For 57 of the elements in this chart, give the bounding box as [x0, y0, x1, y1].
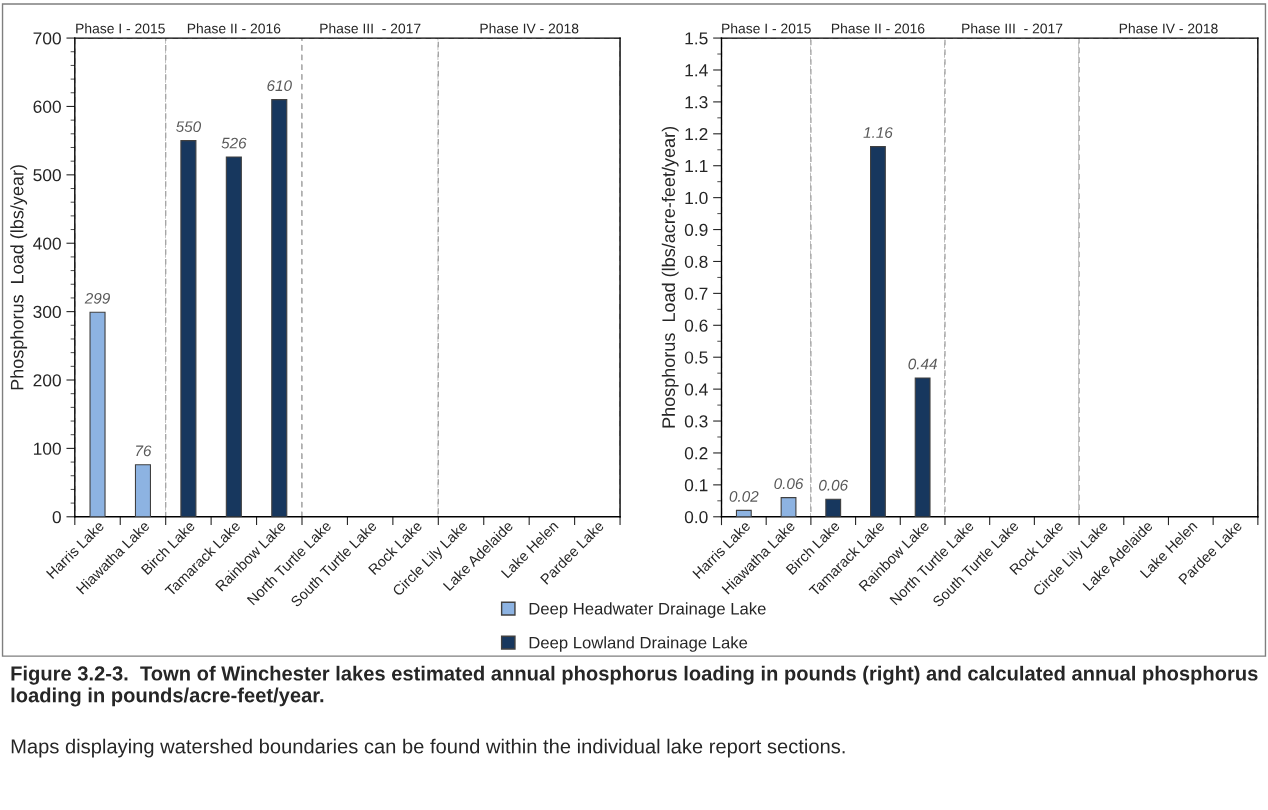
- y-tick-label: 0.4: [684, 383, 708, 396]
- data-label: 550: [176, 121, 202, 133]
- data-label: 0.06: [774, 478, 804, 490]
- data-label: 299: [84, 292, 110, 304]
- band-label: Phase III - 2017: [320, 23, 421, 34]
- y-tick-label: 1.1: [685, 160, 708, 173]
- bar: [271, 99, 288, 517]
- bar: [225, 156, 242, 517]
- bar: [780, 497, 797, 517]
- bar: [914, 377, 931, 517]
- y-tick-label: 1.2: [685, 127, 708, 141]
- y-tick-label: 200: [33, 374, 61, 387]
- y-tick-label: 700: [33, 32, 61, 45]
- band-label: Phase II - 2016: [831, 23, 925, 34]
- y-tick-label: 300: [33, 305, 61, 319]
- y-axis-title: Phosphorus Load (lbs/year): [10, 165, 28, 390]
- bar: [870, 146, 886, 517]
- y-tick-label: 1.4: [685, 64, 708, 77]
- y-tick-label: 600: [33, 100, 61, 113]
- y-axis-title: Phosphorus Load (lbs/acre-feet/year): [661, 126, 679, 428]
- band-label: Phase I - 2015: [76, 23, 165, 34]
- bar: [180, 140, 197, 517]
- legend-label: Deep Headwater Drainage Lake: [529, 602, 766, 618]
- y-tick-label: 0.2: [684, 447, 708, 460]
- y-tick-label: 100: [33, 442, 61, 455]
- text: Maps displaying watershed boundaries can be found within the individual lake report sections.: [11, 738, 845, 758]
- band-label: Phase II - 2016: [187, 23, 281, 34]
- data-label: 0.02: [729, 491, 759, 502]
- y-tick-label: 0: [52, 510, 61, 524]
- bar: [89, 311, 106, 517]
- y-tick-label: 0.9: [684, 223, 708, 237]
- y-tick-label: 400: [33, 237, 61, 250]
- y-tick-label: 500: [33, 169, 61, 182]
- caption: Figure 3.2-3. Town of Winchester lakes estimated annual phosphorus loading in pounds (right) and calculated annual phosphorus loading in pounds/acre-feet/year.: [11, 665, 1258, 707]
- band-label: Phase I - 2015: [722, 23, 811, 34]
- bar: [134, 464, 152, 517]
- band-label: Phase III - 2017: [962, 23, 1063, 34]
- band-label: Phase IV - 2018: [480, 23, 579, 34]
- band-label: Phase IV - 2018: [1119, 23, 1218, 34]
- y-tick-label: 0.8: [684, 255, 708, 268]
- data-label: 0.06: [819, 479, 849, 491]
- legend-label: Deep Lowland Drainage Lake: [529, 636, 748, 652]
- y-tick-label: 1.0: [685, 191, 708, 205]
- y-tick-label: 0.3: [684, 415, 708, 428]
- data-label: 526: [221, 137, 247, 149]
- data-label: 76: [136, 445, 152, 457]
- y-tick-label: 1.3: [685, 96, 708, 109]
- y-tick-label: 0.6: [684, 319, 708, 332]
- data-label: 0.44: [908, 358, 937, 370]
- y-tick-label: 0.7: [684, 287, 708, 300]
- y-tick-label: 1.5: [685, 32, 708, 45]
- data-label: 1.16: [863, 127, 893, 138]
- y-tick-label: 0.0: [684, 510, 708, 524]
- y-tick-label: 0.5: [684, 351, 708, 364]
- y-tick-label: 0.1: [684, 479, 708, 492]
- bar: [825, 498, 842, 517]
- data-label: 610: [267, 80, 292, 92]
